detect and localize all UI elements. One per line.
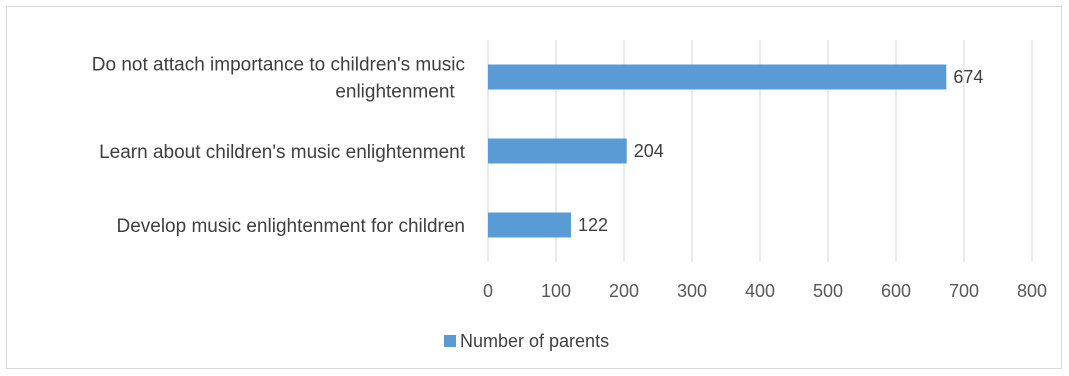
data-labels: 674 204 122 xyxy=(578,67,983,235)
x-tick-label: 700 xyxy=(949,281,979,301)
x-tick-label: 600 xyxy=(881,281,911,301)
category-label-line: Develop music enlightenment for children xyxy=(116,216,465,237)
bar[interactable] xyxy=(488,64,947,90)
legend[interactable]: Number of parents xyxy=(444,331,609,351)
x-tick-label: 300 xyxy=(677,281,707,301)
legend-label: Number of parents xyxy=(460,331,609,351)
legend-swatch xyxy=(444,335,456,347)
bar[interactable] xyxy=(488,212,571,238)
category-label-line: Learn about children's music enlightenme… xyxy=(99,142,466,163)
data-label: 204 xyxy=(634,141,664,161)
x-tick-label: 400 xyxy=(745,281,775,301)
category-label-line: Do not attach importance to children's m… xyxy=(92,55,465,76)
x-axis-tick-labels: 0 100 200 300 400 500 600 700 800 xyxy=(483,281,1047,301)
category-label: Develop music enlightenment for children xyxy=(116,216,465,237)
category-labels: Do not attach importance to children's m… xyxy=(92,55,466,238)
category-label: Do not attach importance to children's m… xyxy=(92,55,465,103)
category-label-line: enlightenment xyxy=(335,82,455,103)
x-tick-label: 500 xyxy=(813,281,843,301)
data-label: 122 xyxy=(578,215,608,235)
category-label: Learn about children's music enlightenme… xyxy=(99,142,466,163)
x-tick-label: 200 xyxy=(609,281,639,301)
x-tick-label: 0 xyxy=(483,281,493,301)
x-tick-label: 800 xyxy=(1017,281,1047,301)
data-label: 674 xyxy=(953,67,983,87)
bars xyxy=(488,64,947,238)
x-tick-label: 100 xyxy=(541,281,571,301)
bar[interactable] xyxy=(488,138,627,164)
